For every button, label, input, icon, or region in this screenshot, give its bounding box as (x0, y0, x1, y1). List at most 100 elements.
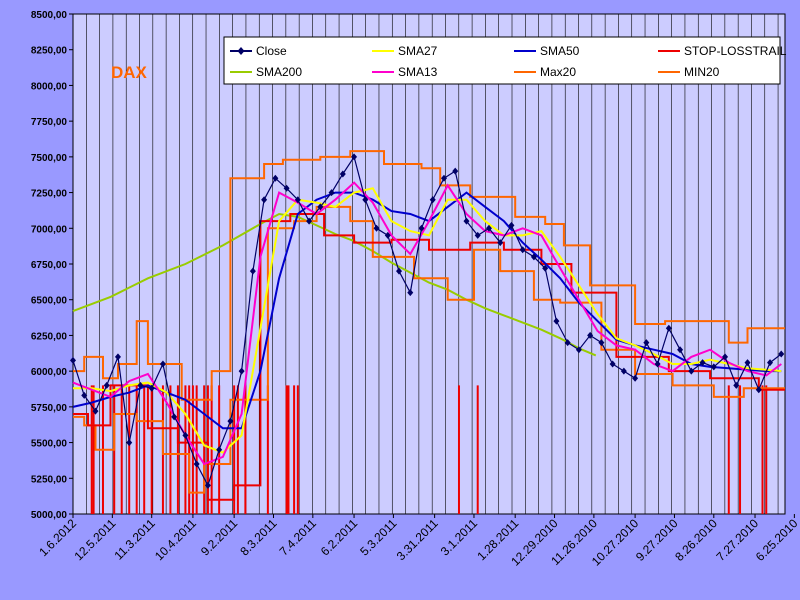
y-axis: 8500,00 8250,00 8000,00 7750,00 7500,00 7250,… (31, 10, 73, 521)
x-axis: 1.6.201212.5.201111.3.201110.4.20119.2.2… (36, 514, 800, 569)
close-point (519, 246, 526, 254)
close-point (249, 267, 256, 275)
close-point (317, 203, 324, 211)
close-point (81, 391, 88, 399)
y-tick-label: 7250,00 (31, 189, 68, 200)
close-point (463, 217, 470, 225)
series-line-sma13 (72, 181, 782, 466)
plot-area (72, 13, 786, 515)
close-point (216, 446, 223, 454)
close-point (272, 174, 279, 182)
legend-label-sma200: SMA200 (256, 65, 302, 79)
legend-box (223, 36, 781, 85)
close-point (632, 374, 639, 382)
x-tick-label: 6.2.2011 (318, 516, 361, 559)
close-point (70, 356, 76, 364)
legend-label-max20: Max20 (540, 65, 576, 79)
x-tick-label: 11.3.2011 (111, 516, 158, 563)
close-point (665, 324, 672, 332)
series-line-stop-losstrail (73, 213, 785, 501)
x-tick-label: 6.25.2010 (753, 516, 800, 564)
close-point (440, 174, 447, 182)
y-tick-label: 7500,00 (31, 153, 68, 164)
close-point (328, 189, 335, 197)
close-point (261, 196, 268, 204)
close-point (92, 407, 99, 415)
close-point (677, 346, 684, 354)
chart-title: DAX (111, 63, 148, 82)
y-tick-label: 5500,00 (31, 439, 68, 450)
close-point (710, 363, 717, 371)
x-tick-label: 10.4.2011 (152, 516, 199, 563)
close-point (339, 170, 346, 178)
y-tick-label: 8000,00 (31, 81, 68, 92)
close-point (227, 417, 234, 425)
legend-label-close: Close (256, 44, 287, 58)
y-tick-label: 6250,00 (31, 331, 68, 342)
close-point (575, 346, 582, 354)
close-point (542, 264, 549, 272)
close-point (609, 360, 616, 368)
close-point (497, 239, 504, 247)
y-tick-label: 6000,00 (31, 367, 68, 378)
close-point (744, 359, 751, 367)
y-tick-label: 5000,00 (31, 510, 68, 521)
x-tick-label: 3.1.2011 (438, 516, 481, 559)
series-line-close (72, 155, 782, 487)
y-tick-label: 7750,00 (31, 117, 68, 128)
close-point (182, 431, 189, 439)
close-point (620, 367, 627, 375)
x-tick-label: 9.2.2011 (198, 516, 241, 559)
y-tick-label: 8250,00 (31, 46, 68, 57)
y-tick-label: 8500,00 (31, 10, 68, 21)
close-point (103, 381, 110, 389)
x-tick-label: 7.4.2011 (277, 516, 320, 559)
legend-label-sma27: SMA27 (398, 44, 438, 58)
x-tick-label: 12.5.2011 (71, 516, 118, 563)
x-tick-label: 5.3.2011 (357, 516, 400, 559)
legend-label-min20: MIN20 (684, 65, 720, 79)
close-point (193, 460, 200, 468)
close-point (148, 384, 155, 392)
close-point (114, 353, 121, 361)
close-point (373, 224, 380, 232)
legend-marker-close (237, 47, 245, 55)
close-point (407, 289, 414, 297)
close-point (294, 196, 301, 204)
close-point (159, 360, 166, 368)
close-point (396, 267, 403, 275)
series-layer (70, 150, 785, 514)
close-point (418, 224, 425, 232)
close-point (238, 367, 245, 375)
legend-label-sma50: SMA50 (540, 44, 580, 58)
y-tick-label: 5250,00 (31, 474, 68, 485)
close-point (171, 413, 178, 421)
legend-label-stop-losstrail: STOP-LOSSTRAIL (684, 44, 787, 58)
close-point (485, 224, 492, 232)
close-point (564, 339, 571, 347)
series-line-sma27 (73, 187, 782, 454)
close-point (598, 339, 605, 347)
x-tick-label: 8.26.2010 (672, 516, 720, 564)
close-point (587, 331, 594, 339)
close-point (699, 359, 706, 367)
close-point (722, 353, 729, 361)
close-point (306, 217, 313, 225)
close-point (654, 360, 661, 368)
close-point (643, 339, 650, 347)
close-point (767, 359, 774, 367)
close-point (429, 196, 436, 204)
close-point (137, 381, 144, 389)
legend-label-sma13: SMA13 (398, 65, 438, 79)
close-point (733, 381, 740, 389)
x-tick-label: 3.31.2011 (394, 516, 441, 563)
close-point (283, 184, 290, 192)
y-tick-label: 7000,00 (31, 224, 68, 235)
close-point (530, 253, 537, 261)
close-point (384, 231, 391, 239)
y-tick-label: 5750,00 (31, 403, 68, 414)
close-point (452, 167, 459, 175)
close-point (126, 439, 133, 447)
x-tick-label: 8.3.2011 (237, 516, 280, 559)
